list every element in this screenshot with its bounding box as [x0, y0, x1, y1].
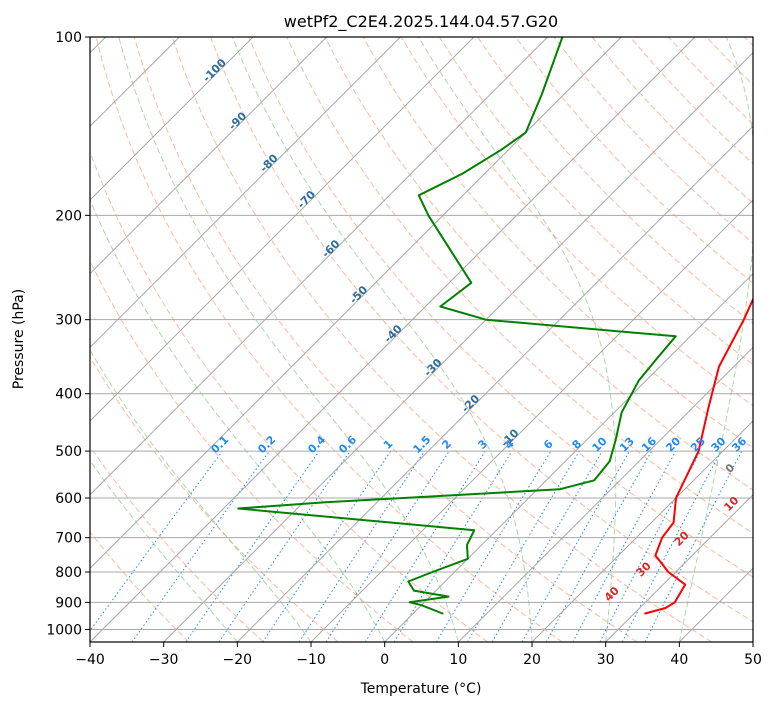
dewpoint-profile-line — [237, 37, 677, 615]
mixing-ratio-line — [131, 450, 270, 642]
moist-adiabat-line — [418, 37, 617, 642]
isotherm-gridline — [384, 272, 753, 642]
isotherm-gridline — [90, 37, 622, 570]
y-axis-label: Pressure (hPa) — [11, 289, 27, 389]
isotherm-gridline — [605, 493, 753, 642]
y-tick-label: 200 — [55, 208, 82, 224]
temperature-profile-line — [644, 296, 753, 615]
y-tick-label: 900 — [55, 595, 82, 611]
y-tick-label: 1000 — [46, 622, 82, 638]
mixing-ratio-line — [521, 450, 630, 642]
y-axis-ticks: 100 200 300 400 500 600 700 800 900 1000 — [46, 30, 90, 638]
dry-adiabat-line — [90, 445, 264, 642]
y-tick-label: 800 — [55, 565, 82, 581]
dry-adiabat-line — [515, 37, 753, 284]
x-tick-label: −10 — [296, 652, 326, 668]
mixing-ratio-line — [262, 450, 392, 642]
dry-adiabat-line — [90, 531, 190, 642]
moist-adiabat-line — [90, 198, 386, 642]
moist-adiabat-line — [231, 37, 533, 642]
x-tick-label: 50 — [744, 652, 762, 668]
x-tick-label: 30 — [597, 652, 615, 668]
isotherm-gridline — [90, 37, 254, 201]
isotherm-gridline — [457, 346, 753, 642]
profile-series — [237, 37, 753, 615]
y-tick-label: 100 — [55, 30, 82, 46]
x-tick-label: −20 — [223, 652, 253, 668]
dry-adiabat-line — [95, 37, 563, 642]
dry-adiabat-line — [210, 37, 753, 623]
moist-adiabat-line — [90, 459, 238, 642]
dry-adiabat-line — [248, 37, 753, 578]
x-tick-label: 10 — [449, 652, 467, 668]
x-tick-label: 40 — [670, 652, 688, 668]
plot-frame — [89, 36, 754, 643]
mixing-ratio-line — [644, 450, 743, 642]
x-axis-label: Temperature (°C) — [360, 681, 482, 697]
dry-adiabat-line — [90, 150, 488, 642]
dry-adiabat-line — [438, 37, 753, 366]
isotherm-gridline — [90, 37, 328, 275]
mixing-ratio-line — [90, 450, 223, 632]
mixing-ratio-line — [545, 450, 653, 642]
mixing-ratio-line — [325, 450, 450, 642]
moist-adiabat-line — [118, 37, 459, 642]
isotherm-gridline — [163, 51, 753, 642]
isotherm-gridline — [531, 420, 753, 642]
y-tick-label: 400 — [55, 387, 82, 403]
y-tick-label: 600 — [55, 491, 82, 507]
y-tick-label: 700 — [55, 531, 82, 547]
y-tick-label: 500 — [55, 444, 82, 460]
dry-adiabat-line — [400, 37, 753, 407]
x-tick-label: −40 — [75, 652, 105, 668]
mixing-ratio-line — [572, 450, 677, 642]
chart-title: wetPf2_C2E4.2025.144.04.57.G20 — [284, 12, 558, 32]
isotherm-gridline — [90, 37, 549, 496]
isotherm-gridline — [90, 37, 401, 349]
mixing-ratio-line — [298, 450, 425, 642]
isotherm-gridline — [310, 199, 753, 642]
y-tick-label: 300 — [55, 313, 82, 329]
moist-adiabat-line — [678, 37, 753, 642]
dry-adiabat-line — [90, 356, 339, 642]
grid-lines — [90, 37, 753, 642]
x-tick-label: 20 — [523, 652, 541, 668]
x-tick-label: −30 — [149, 652, 179, 668]
dry-adiabat-line — [133, 37, 638, 642]
plot-area: 0.1 0.2 0.4 0.6 1 1.5 2 3 4 6 8 10 13 16 20 25 30 36-100-… — [90, 37, 753, 642]
isotherm-gridline — [90, 37, 696, 642]
isotherm-gridline — [90, 37, 475, 422]
x-axis-ticks: −40 −30 −20 −10 0 10 20 30 40 50 — [75, 642, 762, 668]
x-tick-label: 0 — [380, 652, 389, 668]
mixing-ratio-line — [185, 450, 320, 642]
mixing-ratio-line — [218, 450, 351, 642]
isotherm-gridline — [236, 125, 753, 642]
